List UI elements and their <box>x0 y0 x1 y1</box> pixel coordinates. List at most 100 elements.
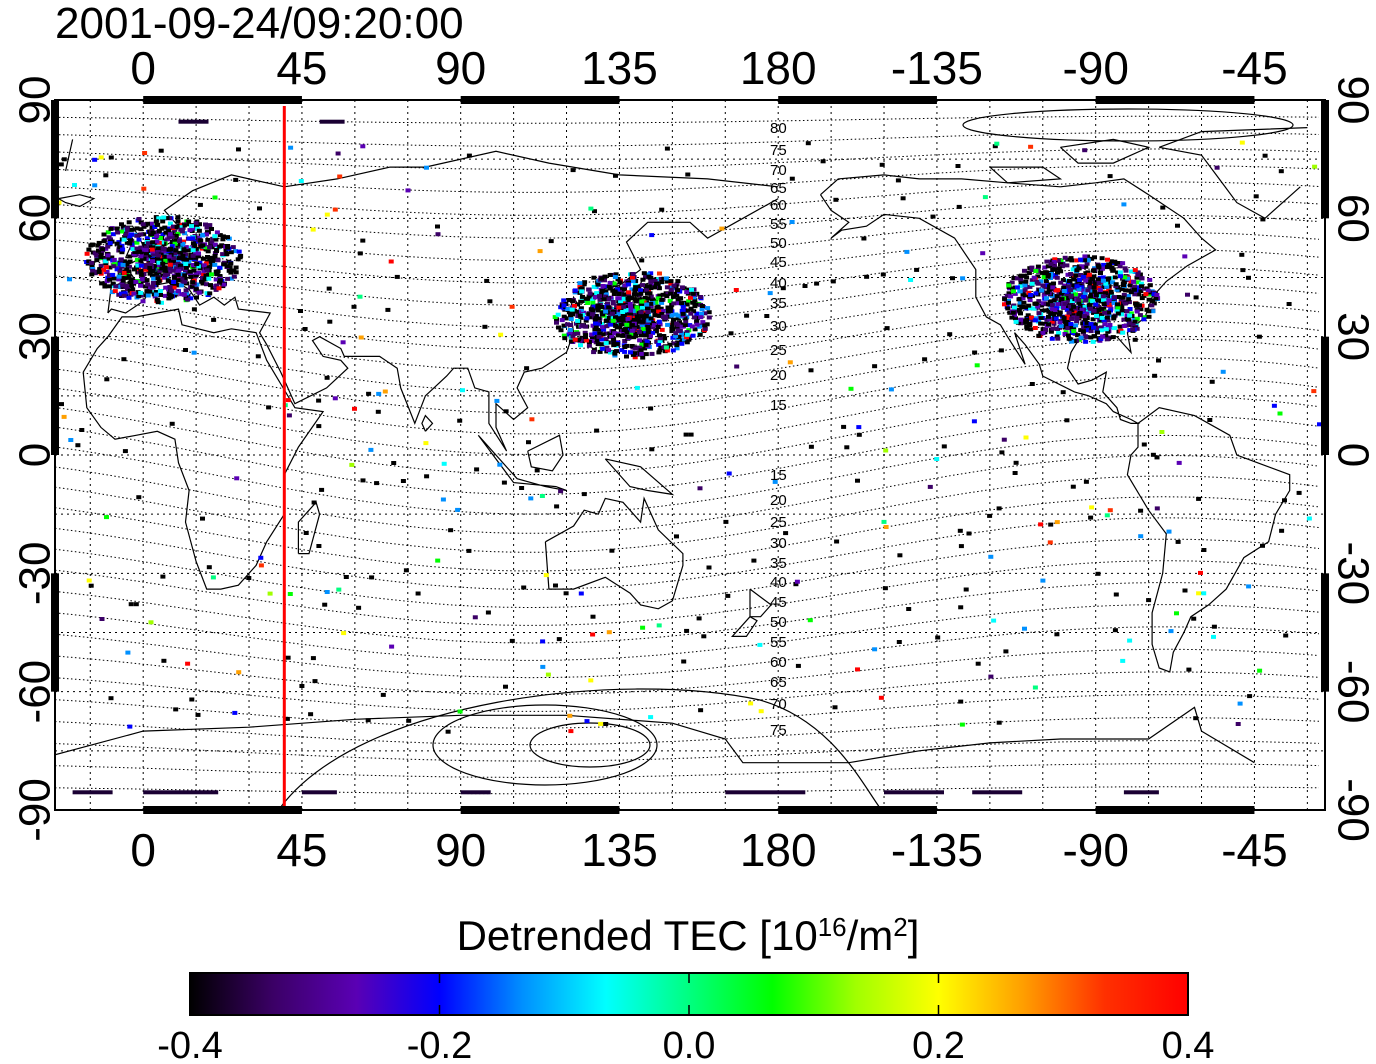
tec-point <box>311 500 317 505</box>
tec-point <box>503 409 509 414</box>
tec-point <box>1078 293 1083 298</box>
tec-point <box>656 309 662 314</box>
tec-point <box>648 316 654 321</box>
tec-point <box>322 602 328 607</box>
coastline <box>1126 407 1291 673</box>
tec-point <box>136 217 142 221</box>
tec-point <box>1096 308 1102 313</box>
lat-tick-label-right: 30 <box>1328 312 1376 361</box>
tec-point <box>114 226 120 231</box>
tec-point <box>972 790 1023 795</box>
tec-point <box>1120 658 1126 663</box>
tec-point <box>671 301 677 306</box>
tec-point <box>126 264 132 269</box>
tec-point <box>589 296 595 301</box>
tec-point <box>150 284 156 289</box>
tec-point <box>1071 329 1077 334</box>
tec-point <box>182 273 188 278</box>
tec-point <box>650 325 656 330</box>
tec-point <box>121 237 127 242</box>
tec-point <box>685 172 691 177</box>
tec-point <box>181 239 187 244</box>
tec-point <box>207 265 213 269</box>
map-area <box>55 100 1325 810</box>
tec-point <box>181 247 187 252</box>
colorbar-title: Detrended TEC [1016/m2] <box>456 912 920 959</box>
tec-point <box>610 311 615 316</box>
tec-point <box>617 301 623 306</box>
tec-point <box>150 259 155 264</box>
tec-point <box>155 300 161 305</box>
tec-point <box>130 247 136 252</box>
tec-point <box>587 291 593 296</box>
tec-point <box>501 480 507 485</box>
tec-point <box>1027 284 1033 289</box>
tec-point <box>793 582 799 587</box>
tec-point <box>210 285 216 290</box>
tec-point <box>589 335 595 340</box>
tec-point <box>233 265 239 270</box>
tec-point <box>1016 307 1022 312</box>
tec-point <box>1007 310 1013 315</box>
contour-line <box>55 302 1320 372</box>
tec-point <box>120 247 126 252</box>
tec-point <box>1081 275 1087 279</box>
tec-point <box>1138 307 1144 312</box>
tec-point <box>1039 308 1045 313</box>
tec-point <box>1080 329 1086 334</box>
tec-point <box>697 486 703 491</box>
tec-point <box>1123 268 1129 273</box>
tec-point <box>606 630 612 635</box>
tec-point <box>217 233 223 238</box>
tec-point <box>654 281 660 286</box>
tec-point <box>586 343 592 348</box>
tec-point <box>639 301 644 306</box>
tec-point <box>599 276 605 281</box>
tec-point <box>159 273 165 278</box>
tec-point <box>615 312 621 317</box>
tec-point <box>1044 296 1049 301</box>
tec-point <box>567 327 573 332</box>
tec-point <box>1051 262 1057 267</box>
contour-label: 15 <box>770 397 787 414</box>
tec-point <box>572 288 578 293</box>
tec-point <box>326 286 332 291</box>
tec-point <box>59 402 64 407</box>
tec-point <box>335 151 341 156</box>
tec-point <box>182 276 188 281</box>
tec-point <box>1127 638 1133 643</box>
tec-point <box>360 144 366 149</box>
tec-point <box>648 301 654 306</box>
tec-point <box>180 254 186 258</box>
tec-point <box>694 316 700 321</box>
tec-point <box>594 291 600 296</box>
tec-point <box>624 322 630 327</box>
tec-point <box>98 263 104 268</box>
tec-point <box>316 398 322 403</box>
tec-point <box>1050 285 1056 290</box>
tec-point <box>1036 318 1042 323</box>
tec-point <box>1067 304 1073 309</box>
tec-point <box>934 457 940 461</box>
lon-tick-label-top: 0 <box>130 42 156 94</box>
tec-point <box>1107 508 1113 513</box>
tec-point <box>603 294 608 299</box>
tec-point <box>1073 266 1079 271</box>
tec-point <box>686 299 692 304</box>
tec-point <box>679 324 685 329</box>
tec-point <box>643 275 648 280</box>
tec-point <box>1096 305 1101 309</box>
tec-point <box>84 251 90 256</box>
tec-point <box>1062 301 1068 306</box>
tec-point <box>567 713 573 718</box>
tec-point <box>286 413 292 418</box>
tec-point <box>1042 290 1048 295</box>
tec-point <box>669 324 675 329</box>
tec-point <box>598 721 604 726</box>
tec-point <box>1071 304 1077 309</box>
tec-point <box>179 292 185 297</box>
tec-point <box>1077 310 1083 315</box>
tec-point <box>179 276 185 281</box>
tec-point <box>617 280 623 285</box>
tec-point <box>613 272 619 277</box>
